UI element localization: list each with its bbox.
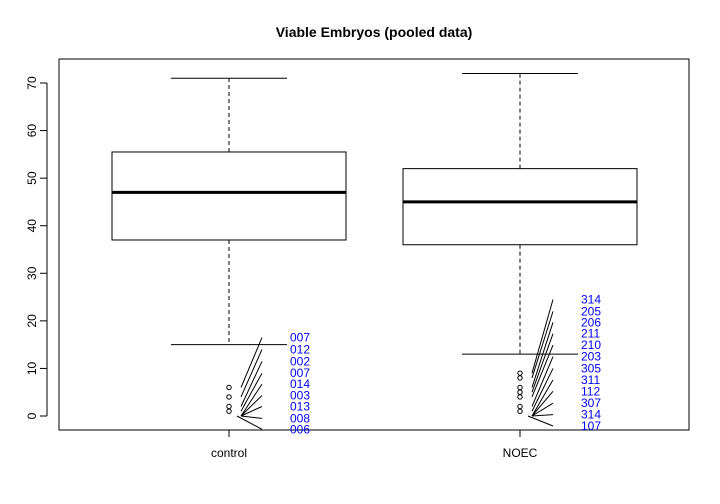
- y-tick-label: 0: [25, 412, 39, 419]
- leader-line: [531, 333, 554, 393]
- y-axis: 0 10 20 30 40 50 60 70: [25, 76, 48, 419]
- outlier-label: 307: [581, 396, 601, 410]
- outlier-label: 205: [581, 304, 601, 318]
- leader-line: [531, 344, 554, 398]
- y-tick-label: 10: [25, 361, 39, 375]
- leader-line: [240, 415, 263, 419]
- leader-line: [531, 356, 554, 407]
- outlier-label: 007: [290, 331, 310, 345]
- leader-line: [531, 414, 554, 417]
- leader-line: [531, 379, 554, 417]
- y-tick-label: 70: [25, 76, 39, 90]
- leader-line: [531, 390, 554, 417]
- outlier-point: [226, 384, 232, 391]
- x-axis: control NOEC: [211, 429, 538, 460]
- outlier-label: 002: [290, 354, 310, 368]
- y-tick-label: 40: [25, 219, 39, 233]
- outlier-label: 206: [581, 315, 601, 329]
- leader-line: [531, 299, 554, 374]
- outlier-label: 006: [290, 422, 310, 436]
- outlier-label: 203: [581, 350, 601, 364]
- leader-line: [236, 415, 263, 430]
- outlier-label: 012: [290, 342, 310, 356]
- leader-line: [240, 395, 263, 417]
- outlier-point: [226, 408, 232, 414]
- y-tick-label: 30: [25, 266, 39, 280]
- leader-line: [240, 372, 263, 412]
- outlier-label: 008: [290, 411, 310, 425]
- x-tick-label: NOEC: [503, 446, 538, 460]
- outlier-label: 210: [581, 338, 601, 352]
- iqr-box: [111, 151, 347, 241]
- leader-line: [240, 406, 263, 417]
- outlier-point: [226, 403, 232, 410]
- leader-line: [531, 322, 554, 388]
- outlier-label: 211: [581, 327, 600, 341]
- leader-line: [527, 415, 554, 427]
- outlier-point: [517, 408, 523, 414]
- outlier-label: 014: [290, 377, 310, 391]
- outlier-point: [517, 394, 523, 400]
- leader-line: [240, 337, 263, 388]
- leader-line: [531, 368, 554, 412]
- leader-line: [240, 383, 263, 417]
- leader-line: [240, 349, 263, 398]
- outlier-label: 107: [581, 419, 601, 433]
- outlier-label: 311: [581, 373, 600, 387]
- outlier-label: 013: [290, 399, 310, 413]
- outlier-label: 314: [581, 408, 601, 422]
- iqr-box: [402, 168, 638, 246]
- outlier-point: [517, 375, 523, 381]
- leader-line: [531, 402, 554, 417]
- outlier-point: [517, 403, 523, 410]
- x-tick-label: control: [211, 446, 247, 460]
- outlier-point: [226, 394, 232, 400]
- outlier-point: [517, 384, 523, 391]
- outlier-point: [517, 389, 523, 395]
- chart-title: Viable Embryos (pooled data): [276, 24, 473, 40]
- y-tick-label: 50: [25, 171, 39, 185]
- outlier-label: 112: [581, 384, 600, 398]
- outlier-label: 305: [581, 361, 601, 375]
- outlier-label: 003: [290, 389, 310, 403]
- outlier-point: [517, 370, 523, 376]
- y-tick-label: 20: [25, 314, 39, 328]
- leader-line: [240, 361, 263, 407]
- y-tick-label: 60: [25, 124, 39, 138]
- outlier-label: 007: [290, 366, 310, 380]
- box-group: 0070120020070140030130080063142052062112…: [111, 72, 638, 436]
- outlier-label: 314: [581, 292, 601, 306]
- leader-line: [531, 311, 554, 379]
